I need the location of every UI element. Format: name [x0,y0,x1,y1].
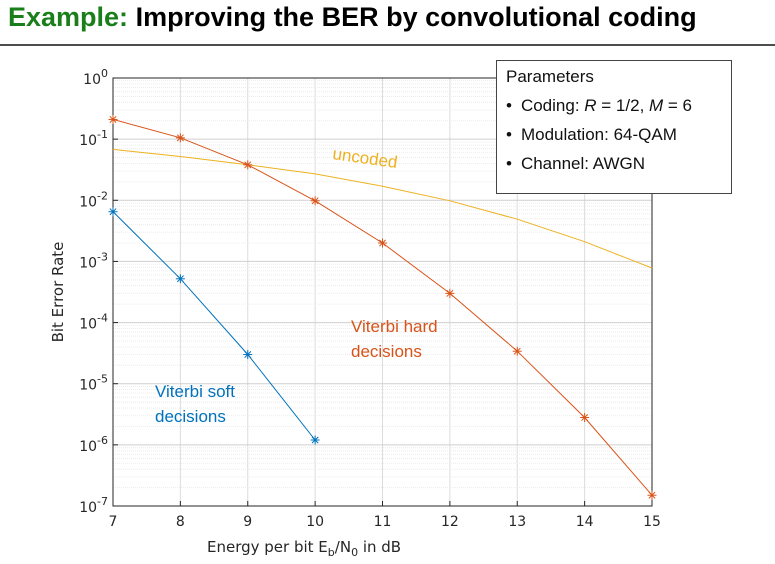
data-point [175,274,185,284]
title-divider [0,44,775,46]
y-tick-label: 10-1 [79,128,108,149]
y-tick-label: 10-5 [79,373,108,394]
data-point [580,413,590,423]
x-tick-label: 12 [441,514,459,530]
ticks: 7 8 9 10 11 12 13 14 15 100 10-1 10-2 10-3 10-4 10-5 10… [79,67,661,530]
parameters-title: Parameters [506,67,594,86]
annotation-viterbi-soft: Viterbi soft decisions [155,382,240,426]
y-tick-label: 10-3 [79,250,108,271]
series [108,114,657,500]
x-tick-label: 11 [374,514,392,530]
data-point [310,435,320,445]
slide-title-prefix: Example: [8,2,129,32]
data-point [175,133,185,143]
x-tick-label: 14 [576,514,594,530]
data-point [647,490,657,500]
data-point [108,114,118,124]
x-axis-label: Energy per bit Eb/N0 in dB [207,538,401,559]
y-tick-label: 10-2 [79,189,108,210]
x-tick-label: 15 [643,514,661,530]
series-1 [108,114,657,500]
x-tick-label: 7 [109,514,118,530]
data-point [310,196,320,206]
annotation-viterbi-hard: Viterbi hard decisions [351,317,442,361]
parameters-list: Coding: R = 1/2, M = 6 Modulation: 64-QA… [506,96,722,174]
data-point [445,288,455,298]
y-axis-label: Bit Error Rate [49,242,67,343]
x-tick-label: 9 [243,514,252,530]
slide-title-rest: Improving the BER by convolutional codin… [128,2,697,32]
parameters-box: Parameters Coding: R = 1/2, M = 6 Modula… [496,60,732,194]
series-line [112,148,653,269]
y-tick-label: 10-6 [79,434,108,455]
x-tick-label: 8 [176,514,185,530]
data-point [243,160,253,170]
data-point [108,207,118,217]
annotation-uncoded: uncoded [331,144,398,172]
x-tick-label: 10 [306,514,324,530]
y-tick-label: 10-7 [79,495,108,516]
parameter-modulation: Modulation: 64-QAM [506,125,722,145]
series-2 [108,207,320,445]
y-tick-label: 10-4 [79,312,108,333]
data-point [512,346,522,356]
parameter-coding: Coding: R = 1/2, M = 6 [506,96,722,116]
slide-title: Example: Improving the BER by convolutio… [8,2,697,33]
data-point [243,350,253,360]
x-tick-label: 13 [508,514,526,530]
parameter-channel: Channel: AWGN [506,154,722,174]
series-0 [112,148,653,269]
data-point [378,238,387,248]
series-line [112,211,316,441]
y-tick-label: 100 [83,67,108,88]
